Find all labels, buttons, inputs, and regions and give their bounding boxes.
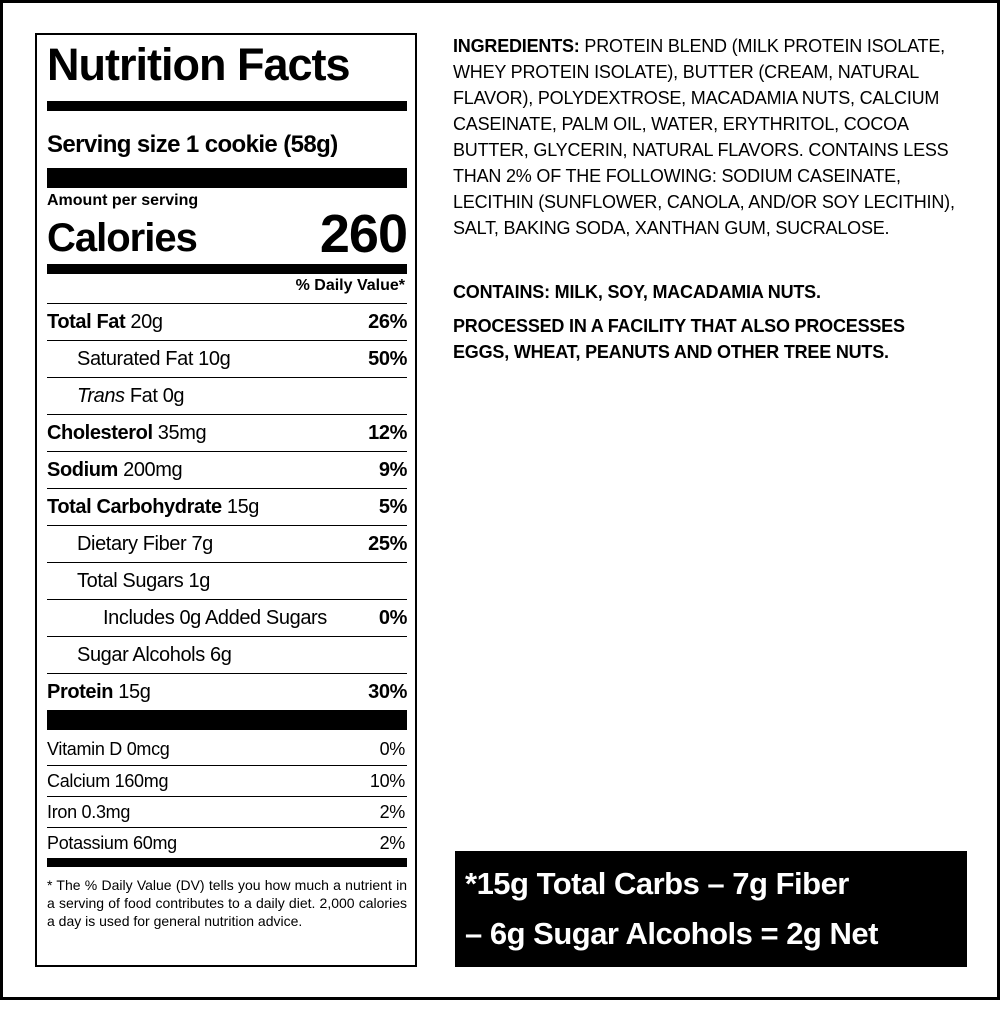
calories-label: Calories — [47, 216, 198, 260]
vitamin-dv: 2% — [379, 833, 406, 853]
ingredients-label: INGREDIENTS: — [453, 36, 580, 56]
title: Nutrition Facts — [47, 39, 351, 90]
nutrient-name: Dietary Fiber — [77, 533, 187, 555]
nutrition-panel: Nutrition Facts Serving size 1 cookie (5… — [35, 33, 417, 967]
nutrient-amount: 0g — [162, 385, 185, 407]
vitamin-amount: 60mg — [133, 833, 177, 853]
nutrient-dv: 50% — [368, 348, 407, 370]
footnote: * The % Daily Value (DV) tells you how m… — [47, 877, 407, 929]
nutrient-row: Saturated Fat 10g 50% — [47, 340, 407, 377]
thick-bar — [47, 101, 407, 111]
nutrient-name: Protein — [47, 681, 114, 703]
nutrient-name: Total Fat — [47, 311, 126, 333]
net-carbs-box: *15g Total Carbs – 7g Fiber – 6g Sugar A… — [455, 851, 967, 1001]
thick-bar — [47, 264, 407, 274]
thick-bar — [47, 858, 407, 867]
nutrient-row: Sugar Alcohols 6g — [47, 636, 407, 673]
nutrient-dv: 0% — [378, 607, 408, 629]
nutrient-name: Fat — [129, 385, 158, 407]
nutrient-row: Dietary Fiber 7g 25% — [47, 525, 407, 562]
nutrient-name: Includes 0g Added Sugars — [103, 607, 327, 629]
nutrient-name: Total Sugars — [77, 570, 184, 592]
nutrient-amount: 200mg — [123, 459, 183, 481]
dv-header: % Daily Value* — [295, 277, 405, 294]
vitamin-name: Vitamin D — [47, 739, 122, 759]
vitamin-dv: 0% — [379, 739, 406, 759]
net-carbs-line: – 6g Sugar Alcohols = 2g Net Carbs — [465, 916, 878, 1001]
nutrient-row: Total Sugars 1g — [47, 562, 407, 599]
nutrient-name: Saturated Fat — [77, 348, 193, 370]
nutrient-row: Cholesterol 35mg 12% — [47, 414, 407, 451]
vitamin-row: Vitamin D 0mcg 0% — [47, 734, 407, 764]
facility: PROCESSED IN A FACILITY THAT ALSO PROCES… — [453, 316, 905, 362]
ingredients: INGREDIENTS: PROTEIN BLEND (MILK PROTEIN… — [453, 33, 963, 241]
thick-bar — [47, 710, 407, 730]
nutrient-row: Protein 15g 30% — [47, 673, 407, 710]
nutrient-dv: 26% — [368, 311, 407, 333]
nutrient-name: Cholesterol — [47, 422, 153, 444]
calories-value: 260 — [319, 204, 408, 264]
nutrient-amount: 20g — [130, 311, 163, 333]
contains: CONTAINS: MILK, SOY, MACADAMIA NUTS. — [453, 282, 821, 302]
vitamin-row: Potassium 60mg 2% — [47, 827, 407, 858]
vitamin-amount: 0.3mg — [81, 802, 131, 822]
net-carbs-line: *15g Total Carbs – 7g Fiber — [465, 866, 849, 901]
nutrient-row: Trans Fat 0g — [47, 377, 407, 414]
vitamin-dv: 10% — [369, 771, 405, 791]
nutrient-amount: 1g — [188, 570, 211, 592]
vitamin-amount: 160mg — [114, 771, 169, 791]
nutrient-name: Total Carbohydrate — [47, 496, 222, 518]
nutrient-dv: 25% — [368, 533, 407, 555]
vitamin-name: Iron — [47, 802, 77, 822]
nutrient-dv: 12% — [368, 422, 407, 444]
nutrient-row: Includes 0g Added Sugars 0% — [47, 599, 407, 636]
ingredients-text: PROTEIN BLEND (MILK PROTEIN ISOLATE, WHE… — [453, 36, 955, 238]
nutrient-row: Total Carbohydrate 15g 5% — [47, 488, 407, 525]
vitamin-name: Calcium — [47, 771, 110, 791]
nutrient-name-italic: Trans — [77, 385, 125, 407]
thick-bar — [47, 168, 407, 188]
nutrient-name: Sodium — [47, 459, 118, 481]
vitamin-amount: 0mcg — [126, 739, 170, 759]
nutrient-row: Sodium 200mg 9% — [47, 451, 407, 488]
amount-per-serving: Amount per serving — [47, 192, 199, 209]
vitamin-row: Calcium 160mg 10% — [47, 765, 407, 796]
nutrient-dv: 9% — [378, 459, 408, 481]
nutrient-row: Total Fat 20g 26% — [47, 303, 407, 340]
nutrient-amount: 15g — [118, 681, 151, 703]
nutrient-dv: 5% — [378, 496, 408, 518]
serving-size: Serving size 1 cookie (58g) — [47, 131, 338, 158]
nutrient-amount: 35mg — [157, 422, 207, 444]
nutrient-amount: 15g — [226, 496, 260, 518]
vitamin-name: Potassium — [47, 833, 129, 853]
vitamin-row: Iron 0.3mg 2% — [47, 796, 407, 827]
vitamin-dv: 2% — [379, 802, 406, 822]
nutrient-name: Sugar Alcohols — [77, 644, 205, 666]
nutrient-amount: 10g — [198, 348, 231, 370]
nutrient-dv: 30% — [368, 681, 407, 703]
nutrient-amount: 7g — [191, 533, 213, 555]
nutrient-amount: 6g — [210, 644, 232, 666]
